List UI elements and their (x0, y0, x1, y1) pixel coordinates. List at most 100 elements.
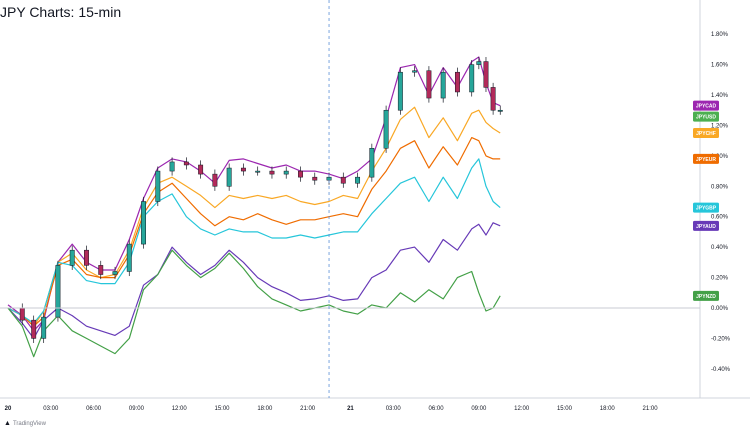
series-tag-jpynzd: JPYNZD (693, 290, 719, 301)
y-tick-label: 0.80% (711, 184, 729, 190)
candle-body (483, 61, 489, 88)
x-tick-label: 12:00 (514, 406, 530, 412)
x-tick-label: 03:00 (386, 406, 402, 412)
series-line-jpynzd (7, 249, 501, 358)
x-tick-label: 09:00 (129, 406, 145, 412)
candle-body (31, 319, 37, 339)
y-tick-label: 1.40% (711, 93, 729, 99)
series-layer (7, 56, 501, 358)
series-tag-bg (693, 100, 719, 111)
series-tag-bg (693, 290, 719, 301)
candle-body (490, 87, 496, 111)
candle-body (426, 70, 432, 99)
series-tag-jpyeur: JPYEUR (693, 153, 719, 164)
candle-body (226, 167, 232, 187)
series-tag-label: JPYAUD (696, 224, 716, 230)
candle-body (41, 316, 47, 339)
tradingview-logo-icon: ▲ (4, 420, 11, 427)
candle-body (126, 243, 132, 272)
candle-body (397, 71, 403, 111)
candle-body (240, 167, 246, 172)
series-tag-bg (693, 128, 719, 139)
y-tick-label: -0.40% (711, 367, 731, 373)
candle-body (155, 170, 161, 202)
x-tick-label: 03:00 (43, 406, 59, 412)
series-line-jpychf (7, 106, 501, 327)
candle-body (141, 201, 146, 245)
series-tag-label: JPYEUR (696, 157, 716, 163)
candle-body (454, 71, 460, 93)
series-tag-layer: JPYCAD JPYUSD JPYCHF JPYEUR JPYGBP JPYAUD JPYN… (693, 100, 719, 301)
x-tick-label: 18:00 (257, 406, 273, 412)
candle-body (69, 249, 75, 266)
candle-body (476, 61, 482, 65)
candle-body (255, 170, 261, 173)
series-tag-jpychf: JPYCHF (693, 128, 719, 139)
y-tick-label: 1.20% (711, 123, 729, 129)
y-tick-label: -0.20% (711, 336, 731, 342)
candle-body (355, 176, 361, 184)
candle-body (183, 161, 189, 166)
x-tick-label: 06:00 (429, 406, 445, 412)
y-tick-label: 0.60% (711, 215, 729, 221)
candle-body (383, 109, 389, 149)
x-tick-label: 15:00 (557, 406, 573, 412)
y-tick-label: 1.60% (711, 63, 729, 69)
x-tick-label: 21:00 (643, 406, 659, 412)
candle-layer (19, 56, 503, 343)
y-tick-label: 0.40% (711, 245, 729, 251)
tradingview-footer[interactable]: ▲ TradingView (4, 420, 46, 427)
candle-body (84, 249, 89, 266)
x-tick-label: 06:00 (86, 406, 102, 412)
series-tag-label: JPYGBP (696, 206, 717, 212)
candle-body (497, 109, 503, 112)
tradingview-brand: TradingView (12, 420, 46, 427)
chart-title: JPY Charts: 15-min (0, 4, 122, 20)
candle-body (55, 265, 61, 318)
series-tag-jpyusd: JPYUSD (693, 111, 719, 122)
y-tick-label: 0.20% (711, 276, 729, 282)
series-tag-label: JPYUSD (696, 115, 716, 121)
x-tick-label: 18:00 (600, 406, 616, 412)
series-line-jpycad (7, 56, 501, 332)
series-tag-bg (693, 202, 719, 213)
candle-body (440, 71, 446, 99)
candle-body (19, 307, 25, 321)
candle-body (340, 176, 346, 184)
candle-body (283, 170, 289, 175)
series-tag-jpyaud: JPYAUD (693, 220, 719, 231)
candle-body (212, 173, 218, 187)
series-tag-label: JPYCAD (696, 104, 717, 110)
axis-layer: -0.40% -0.20% 0.00% 0.20% 0.40% 0.60% 0.80% 1.0… (0, 0, 750, 412)
series-tag-bg (693, 220, 719, 231)
candle-body (312, 176, 318, 181)
series-line-jpyaud (7, 222, 501, 339)
x-tick-label: 20 (5, 406, 12, 412)
candle-body (169, 161, 175, 172)
candle-body (298, 170, 303, 178)
candle-body (198, 164, 204, 175)
x-tick-label: 21 (347, 406, 354, 412)
series-tag-label: JPYCHF (696, 131, 716, 137)
series-tag-label: JPYNZD (696, 294, 716, 300)
series-line-jpyeur (7, 137, 501, 327)
x-tick-label: 09:00 (471, 406, 487, 412)
y-tick-label: 1.80% (711, 32, 729, 38)
series-tag-bg (693, 153, 719, 164)
x-tick-label: 15:00 (215, 406, 231, 412)
candle-body (98, 265, 104, 275)
candle-body (269, 170, 275, 175)
series-line-jpygbp (7, 158, 501, 324)
x-tick-label: 21:00 (300, 406, 316, 412)
y-tick-label: 1.00% (711, 154, 729, 160)
candle-body (326, 176, 332, 181)
series-tag-jpycad: JPYCAD (693, 100, 719, 111)
candle-body (412, 70, 418, 73)
candle-body (369, 148, 375, 178)
y-tick-label: 0.00% (711, 306, 729, 312)
series-tag-jpygbp: JPYGBP (693, 202, 719, 213)
candle-body (112, 271, 118, 275)
series-tag-bg (693, 111, 719, 122)
x-tick-label: 12:00 (172, 406, 188, 412)
